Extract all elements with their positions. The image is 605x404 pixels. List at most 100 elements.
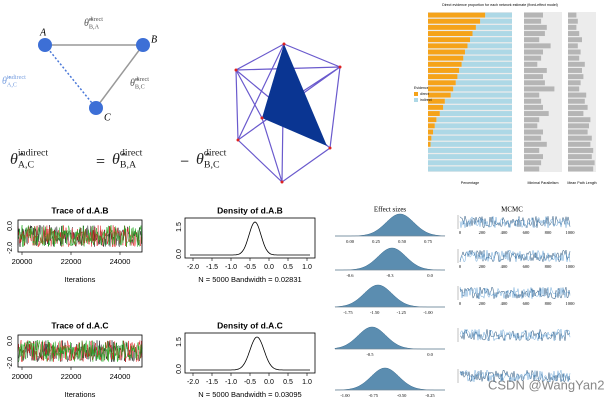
x-tick-label: -0.75	[369, 393, 379, 398]
plot-frame	[17, 219, 143, 253]
x-tick-label: 1000	[566, 264, 576, 269]
bar-indirect	[457, 74, 512, 80]
math-term: θ̂direct B,A	[84, 16, 103, 31]
subscript: A,C	[7, 82, 17, 89]
bar-direct	[428, 49, 465, 55]
x-tick-label: -1.0	[225, 379, 237, 386]
legend-label: indirect	[420, 98, 432, 102]
legend-title: Evidence	[414, 86, 429, 90]
x-tick-label: 800	[545, 230, 553, 235]
bar	[568, 31, 580, 36]
node	[280, 180, 284, 184]
x-tick-label: 0.00	[346, 239, 355, 244]
density-note: N = 5000 Bandwidth = 0.02831	[198, 275, 301, 284]
math-term: θ̂indirect A,C	[10, 148, 48, 171]
bar-indirect	[428, 148, 512, 153]
bar	[524, 154, 543, 160]
bar-direct	[428, 55, 464, 61]
bar-direct	[428, 74, 458, 80]
x-tick-label: 0.5	[283, 379, 293, 386]
x-tick-label: 24000	[110, 257, 131, 266]
panel-title: Density of d.A.C	[217, 320, 283, 330]
bar	[568, 80, 581, 86]
bar	[524, 49, 543, 55]
x-tick-label: 22000	[61, 257, 82, 266]
bar	[524, 43, 551, 49]
node-label: A	[39, 27, 47, 38]
mcmc-trace	[459, 369, 571, 383]
bar-direct	[428, 24, 476, 30]
panel-title: Density of d.A.B	[217, 205, 283, 215]
superscript: direct	[120, 148, 143, 159]
bar	[568, 166, 594, 172]
x-tick-label: 1000	[566, 230, 576, 235]
x-tick-label: 24000	[110, 372, 131, 381]
bar-direct	[428, 86, 454, 92]
bar-indirect	[444, 98, 512, 104]
bar	[568, 98, 585, 104]
bar-indirect	[433, 129, 512, 135]
trace-line	[17, 224, 143, 247]
bar-direct	[428, 104, 444, 110]
bar	[524, 148, 540, 153]
bar	[568, 129, 588, 135]
x-tick-label: -1.0	[225, 264, 237, 271]
effect-density	[334, 326, 445, 350]
bar-indirect	[450, 92, 512, 98]
bar-indirect	[470, 37, 512, 43]
bar-indirect	[434, 123, 512, 129]
node-label: C	[104, 112, 111, 123]
legend-swatch	[414, 98, 418, 102]
bar-indirect	[431, 135, 512, 141]
bar-indirect	[480, 18, 512, 24]
bar-indirect	[443, 104, 512, 110]
bar-indirect	[461, 61, 512, 67]
bar	[524, 74, 543, 80]
x-tick-label: 0.25	[372, 239, 381, 244]
mcmc-trace	[459, 328, 571, 342]
bar	[524, 98, 542, 104]
bar	[568, 117, 591, 123]
bar	[524, 31, 545, 36]
x-tick-label: 0.0	[427, 352, 433, 357]
density-curve	[190, 221, 310, 256]
x-tick-label: 1000	[566, 301, 576, 306]
mcmc-trace	[459, 369, 571, 383]
bar	[568, 135, 592, 141]
x-tick-label: 0.50	[398, 239, 407, 244]
bar	[568, 49, 581, 55]
bar-direct	[428, 80, 456, 86]
bar-direct	[428, 135, 432, 141]
effect-density	[334, 284, 445, 308]
bar-indirect	[439, 111, 512, 116]
x-tick-label: 0.0	[264, 264, 274, 271]
bar	[524, 123, 538, 129]
panel-title: Effect sizes	[374, 206, 407, 214]
bar	[568, 154, 592, 160]
x-tick-label: -0.25	[425, 393, 435, 398]
equals: =	[96, 154, 105, 171]
bar-direct	[428, 111, 440, 116]
legend-label: direct	[420, 92, 429, 96]
effect-density	[335, 367, 445, 391]
bar	[524, 68, 547, 73]
bar	[524, 61, 538, 67]
subscript: B,C	[204, 160, 220, 171]
legend-swatch	[414, 92, 418, 96]
trace-line	[17, 339, 143, 363]
bar	[568, 12, 577, 18]
math-term: θ̂direct B,C	[196, 148, 227, 171]
y-tick-label: 0.0	[7, 336, 14, 346]
bar	[524, 104, 543, 110]
bar	[568, 74, 584, 80]
bar	[568, 61, 585, 67]
superscript: direct	[89, 16, 103, 23]
x-tick-label: 400	[501, 264, 509, 269]
bar-indirect	[428, 160, 512, 166]
superscript: indirect	[18, 148, 49, 159]
x-tick-label: 1.0	[302, 264, 312, 271]
plot-frame	[17, 334, 143, 368]
x-tick-label: 200	[479, 301, 487, 306]
x-label: Mean Path Length	[567, 181, 596, 185]
